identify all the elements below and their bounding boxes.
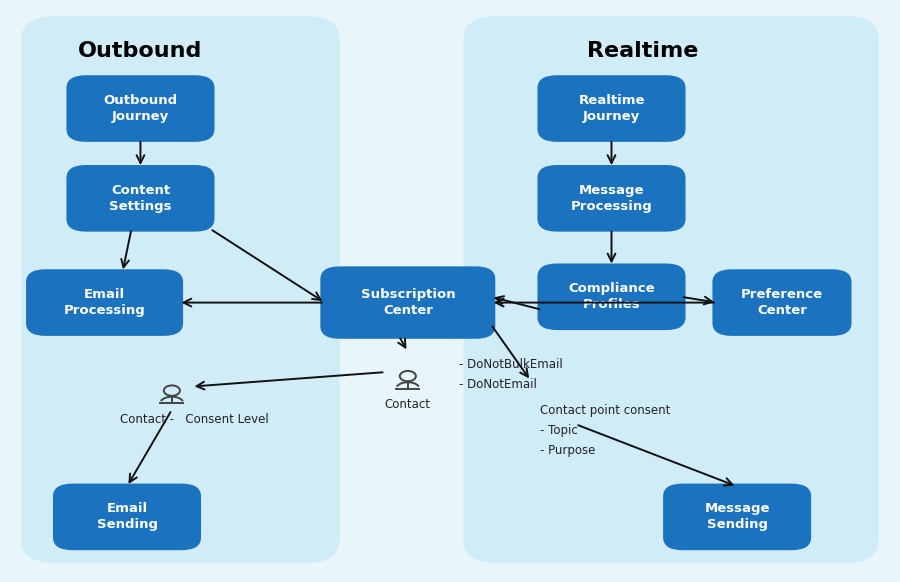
Text: Realtime: Realtime: [587, 41, 698, 61]
FancyBboxPatch shape: [21, 16, 339, 563]
Text: Email
Processing: Email Processing: [64, 288, 146, 317]
FancyBboxPatch shape: [67, 75, 214, 142]
FancyBboxPatch shape: [537, 75, 686, 142]
Text: Compliance
Profiles: Compliance Profiles: [568, 282, 655, 311]
FancyBboxPatch shape: [537, 165, 686, 232]
Text: Preference
Center: Preference Center: [741, 288, 823, 317]
Text: Message
Processing: Message Processing: [571, 184, 652, 213]
Text: Realtime
Journey: Realtime Journey: [578, 94, 644, 123]
Text: Content
Settings: Content Settings: [109, 184, 172, 213]
FancyBboxPatch shape: [26, 269, 183, 336]
Text: Outbound
Journey: Outbound Journey: [104, 94, 177, 123]
FancyBboxPatch shape: [663, 484, 811, 550]
FancyBboxPatch shape: [537, 264, 686, 330]
FancyBboxPatch shape: [320, 267, 495, 339]
FancyBboxPatch shape: [464, 16, 879, 563]
FancyBboxPatch shape: [67, 165, 214, 232]
Text: Outbound: Outbound: [78, 41, 202, 61]
Text: Subscription
Center: Subscription Center: [361, 288, 455, 317]
Text: Email
Sending: Email Sending: [96, 502, 158, 531]
Text: - DoNotBulkEmail
- DoNotEmail: - DoNotBulkEmail - DoNotEmail: [459, 359, 562, 392]
Text: Contact point consent
- Topic
- Purpose: Contact point consent - Topic - Purpose: [540, 404, 670, 457]
FancyBboxPatch shape: [713, 269, 851, 336]
FancyBboxPatch shape: [53, 484, 201, 550]
Text: Message
Sending: Message Sending: [705, 502, 770, 531]
Text: Contact -   Consent Level: Contact - Consent Level: [120, 413, 269, 425]
Text: Contact: Contact: [385, 398, 431, 411]
